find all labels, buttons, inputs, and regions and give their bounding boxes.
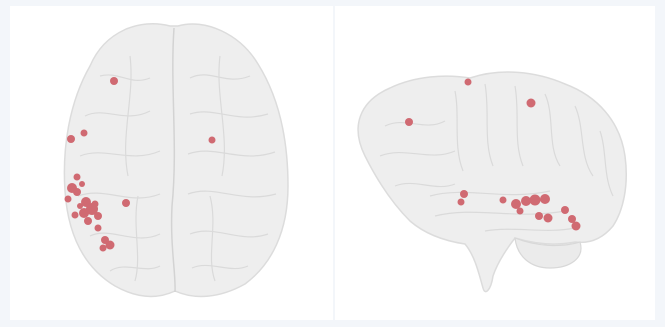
axial-brain-render — [63, 22, 289, 298]
activation-point — [516, 207, 524, 215]
axial-view-panel — [10, 6, 333, 320]
activation-point — [77, 203, 83, 209]
activation-point — [529, 194, 541, 206]
activation-point — [540, 194, 550, 204]
activation-point — [571, 221, 581, 231]
activation-point — [460, 190, 468, 198]
activation-point — [122, 199, 130, 207]
activation-point — [405, 118, 413, 126]
activation-point — [543, 213, 553, 223]
axial-midline — [170, 27, 176, 293]
activation-point — [457, 198, 465, 206]
activation-point — [568, 215, 576, 223]
activation-point — [79, 181, 85, 187]
sagittal-view-panel — [335, 6, 655, 320]
activation-point — [94, 212, 102, 220]
activation-point — [208, 136, 216, 144]
activation-point — [64, 195, 72, 203]
activation-point — [91, 200, 99, 208]
axial-sulci — [77, 55, 277, 282]
activation-point — [511, 199, 521, 209]
activation-point — [79, 208, 89, 218]
activation-point — [464, 78, 472, 86]
sagittal-cerebellum — [514, 237, 582, 269]
activation-point — [67, 135, 75, 143]
activation-point — [521, 196, 531, 206]
activation-point — [526, 98, 536, 108]
activation-point — [71, 211, 79, 219]
activation-point — [99, 244, 107, 252]
sagittal-brain-outline — [357, 71, 628, 293]
axial-brain-outline — [63, 22, 289, 298]
activation-point — [84, 217, 92, 225]
activation-point — [561, 206, 569, 214]
sagittal-activations — [405, 78, 581, 231]
activation-point — [73, 188, 81, 196]
activation-point — [110, 77, 118, 85]
sagittal-brain-render — [357, 71, 628, 293]
activation-point — [535, 212, 543, 220]
sagittal-sulci — [379, 83, 614, 232]
activation-point — [499, 196, 507, 204]
activation-point — [80, 129, 88, 137]
activation-point — [94, 224, 102, 232]
activation-point — [105, 240, 115, 250]
axial-activations — [64, 77, 216, 252]
activation-point — [73, 173, 81, 181]
